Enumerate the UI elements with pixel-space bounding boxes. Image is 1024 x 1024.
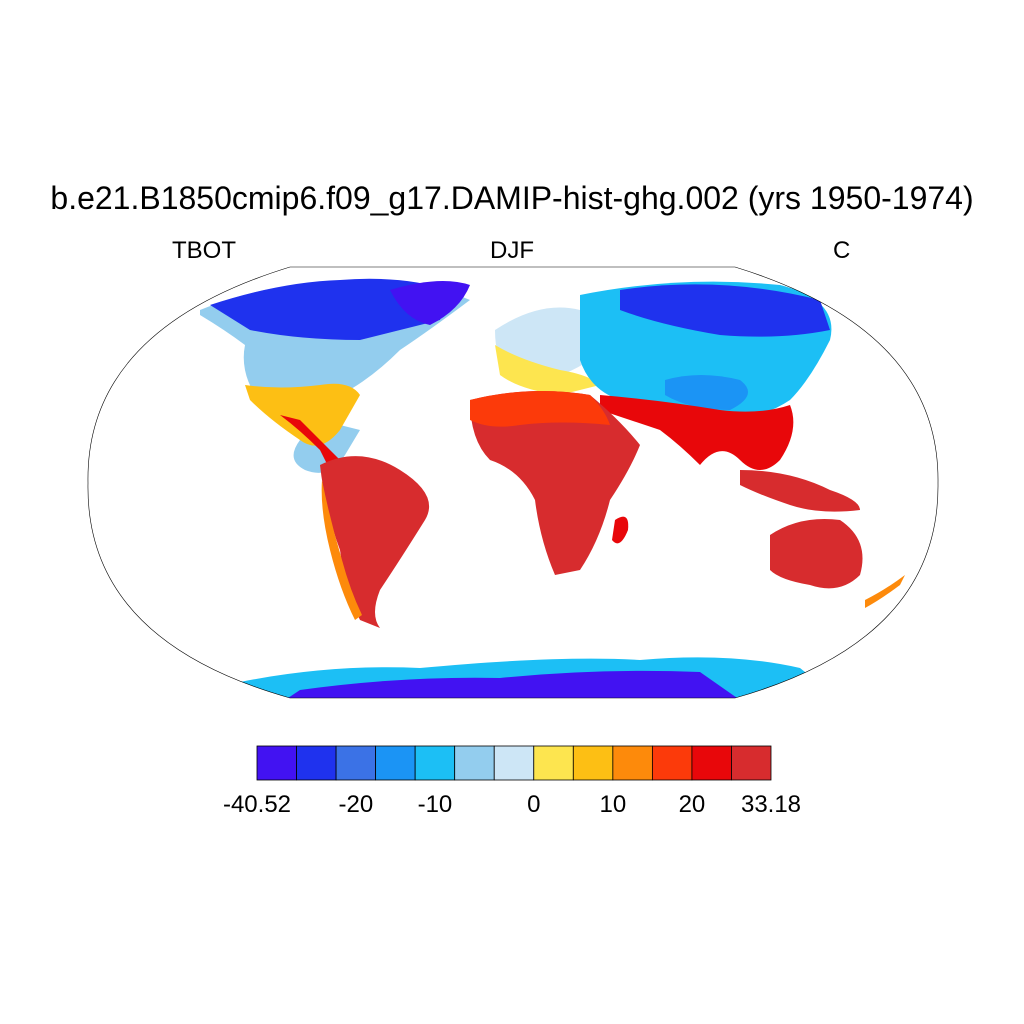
south-asia bbox=[600, 395, 794, 470]
maritime-continent bbox=[740, 470, 860, 512]
colorbar-tick-label: 10 bbox=[599, 791, 627, 818]
colorbar-swatch bbox=[572, 745, 614, 781]
colorbar-swatch bbox=[335, 745, 377, 781]
colorbar-swatch bbox=[731, 745, 772, 781]
colorbar-swatch bbox=[691, 745, 732, 781]
north-america-south bbox=[245, 383, 360, 446]
north-america-north bbox=[210, 278, 450, 340]
africa bbox=[470, 391, 640, 575]
antarctica-interior bbox=[285, 670, 740, 698]
asia-north bbox=[620, 284, 830, 337]
colorbar-swatch bbox=[296, 745, 337, 781]
colorbar-swatch bbox=[651, 745, 693, 781]
variable-label: TBOT bbox=[172, 237, 236, 264]
madagascar bbox=[612, 516, 629, 544]
colorbar-swatch bbox=[414, 745, 456, 781]
colorbar-tick-label: -20 bbox=[338, 791, 374, 818]
north-africa bbox=[470, 391, 610, 427]
colorbar-swatch bbox=[375, 745, 416, 781]
colorbar-swatch bbox=[612, 745, 653, 781]
central-america bbox=[280, 415, 342, 472]
tibet bbox=[665, 375, 748, 410]
colorbar-swatch bbox=[533, 745, 574, 781]
colorbar-tick-label: -10 bbox=[417, 791, 453, 818]
plot-title: b.e21.B1850cmip6.f09_g17.DAMIP-hist-ghg.… bbox=[50, 180, 974, 216]
greenland bbox=[390, 281, 470, 325]
colorbar-tick-label: 20 bbox=[678, 791, 706, 818]
europe-south bbox=[495, 345, 600, 395]
colorbar-tick-label: 0 bbox=[527, 791, 541, 818]
map-border bbox=[87, 266, 939, 699]
season-label: DJF bbox=[490, 237, 534, 264]
colorbar-tick-label: -40.52 bbox=[222, 791, 292, 818]
colorbar-swatch bbox=[493, 745, 535, 781]
colorbar-swatch bbox=[454, 745, 495, 781]
colorbar-tick-label: 33.18 bbox=[740, 791, 802, 818]
australia bbox=[770, 519, 863, 589]
units-label: C bbox=[833, 237, 851, 264]
new-zealand bbox=[865, 575, 905, 608]
colorbar-swatch bbox=[256, 745, 297, 781]
